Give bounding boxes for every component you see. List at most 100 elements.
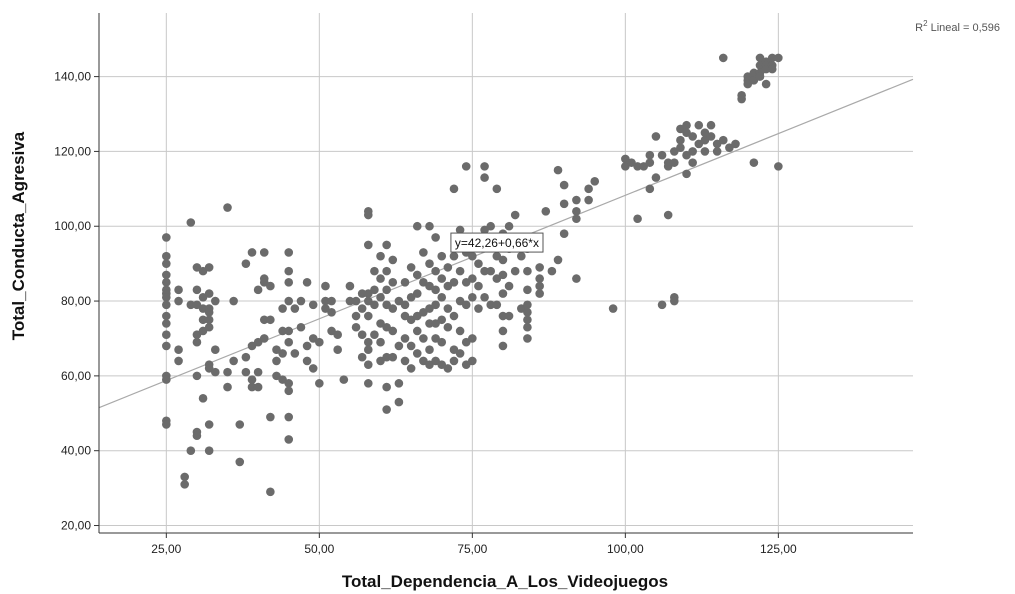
data-point (767, 53, 777, 63)
data-point (376, 293, 385, 302)
data-point (204, 315, 214, 325)
r2-suffix: Lineal = 0,596 (928, 22, 1000, 34)
regression-equation-label: y=42,26+0,66*x (450, 232, 544, 253)
y-tick-label-3: 80,00 (61, 294, 91, 308)
data-point (333, 330, 342, 340)
data-point (210, 296, 220, 306)
data-point (553, 165, 563, 175)
r-squared-label: R2 Lineal = 0,596 (915, 19, 1000, 34)
data-point (663, 210, 673, 220)
data-point (492, 300, 502, 310)
data-point (523, 307, 532, 317)
data-point (339, 375, 349, 384)
y-tick-label-0: 20,00 (61, 519, 91, 533)
data-point (223, 382, 232, 392)
x-tick-label-0: 25,00 (151, 542, 181, 556)
grid-lines (99, 13, 913, 533)
data-point (498, 270, 508, 280)
data-point (345, 281, 355, 291)
data-point (761, 79, 771, 89)
data-point (382, 240, 391, 250)
data-point (541, 206, 551, 216)
data-point (498, 311, 508, 321)
data-point (572, 195, 581, 205)
data-point (327, 296, 336, 306)
data-point (670, 296, 679, 306)
data-point (510, 266, 520, 276)
data-point (192, 337, 202, 347)
data-point (425, 259, 434, 268)
data-point (253, 367, 263, 377)
data-point (388, 278, 398, 287)
data-point (461, 300, 471, 310)
data-point (235, 457, 245, 467)
data-point (412, 349, 422, 358)
data-point (302, 341, 312, 351)
data-point (247, 248, 257, 257)
data-point (284, 379, 294, 388)
data-point (284, 266, 294, 276)
data-point (449, 278, 459, 287)
data-point (284, 412, 294, 422)
data-point (351, 311, 361, 321)
data-point (480, 162, 489, 171)
data-point (174, 296, 183, 306)
data-point (498, 289, 508, 298)
data-point (162, 420, 171, 429)
data-point (688, 132, 697, 141)
data-point (266, 315, 275, 325)
data-point (290, 349, 300, 358)
data-point (449, 184, 459, 194)
data-point (186, 446, 196, 455)
data-point (425, 345, 434, 354)
data-point (235, 420, 245, 429)
data-point (272, 356, 281, 366)
data-point (351, 322, 361, 332)
data-point (192, 371, 202, 381)
data-point (645, 184, 655, 194)
data-point (437, 315, 447, 325)
data-point (688, 147, 697, 156)
data-point (443, 263, 453, 272)
data-point (682, 169, 691, 179)
r2-superscript: 2 (923, 19, 928, 28)
data-point (504, 221, 514, 231)
data-point (204, 289, 214, 298)
data-point (553, 255, 563, 265)
y-tick-label-1: 40,00 (61, 444, 91, 458)
tick-labels: 25,00 50,00 75,00 100,00 125,00 20,00 40,00 60,… (54, 70, 797, 556)
data-point (241, 259, 251, 268)
data-point (357, 304, 367, 313)
data-point (559, 199, 569, 209)
data-point (406, 364, 416, 373)
data-point (572, 206, 581, 216)
data-point (394, 379, 404, 388)
data-point (204, 420, 214, 429)
data-point (266, 487, 275, 497)
data-point (608, 304, 618, 313)
data-point (682, 120, 691, 130)
data-point (425, 221, 434, 231)
data-point (174, 356, 183, 366)
data-point (382, 266, 391, 276)
axes (94, 13, 913, 538)
data-point (180, 472, 189, 482)
y-tick-label-4: 100,00 (54, 219, 91, 233)
data-point (676, 143, 685, 152)
data-point (657, 300, 667, 310)
data-point (192, 285, 202, 295)
data-point (241, 367, 251, 377)
data-point (718, 53, 728, 63)
data-point (162, 278, 171, 287)
y-tick-label-5: 120,00 (54, 144, 91, 158)
x-tick-label-4: 125,00 (760, 542, 797, 556)
data-point (535, 274, 544, 283)
data-point (376, 251, 385, 261)
data-point (443, 304, 453, 313)
data-point (333, 345, 342, 354)
data-point (406, 341, 416, 351)
data-point (376, 274, 385, 283)
data-point (223, 203, 232, 212)
data-point (468, 356, 477, 366)
data-point (547, 266, 557, 276)
